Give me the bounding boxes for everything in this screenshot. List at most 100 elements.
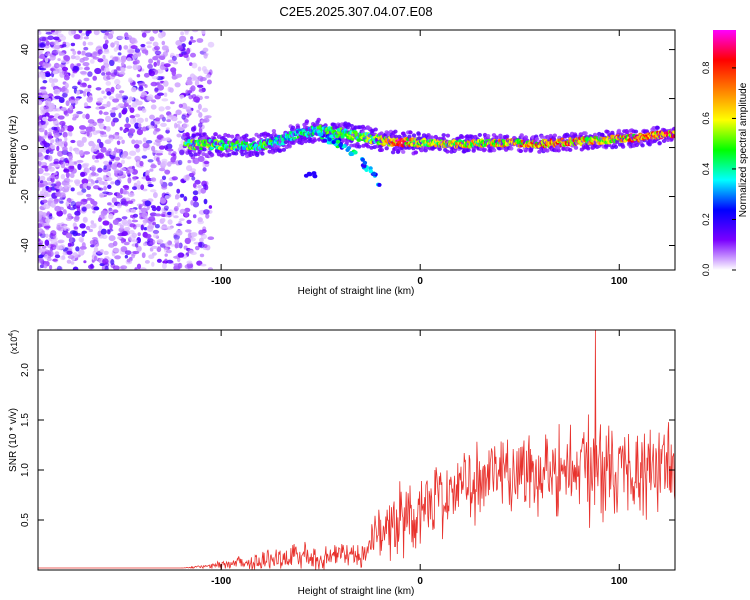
spectrogram-noise-blob	[85, 127, 93, 133]
spectrogram-noise-blob	[51, 82, 55, 88]
spectrogram-branch-blob	[377, 182, 382, 187]
spectrogram-noise-blob	[67, 255, 75, 259]
spectrogram-noise-blob	[126, 65, 133, 69]
spectrogram-noise-blob	[77, 81, 81, 85]
spectrogram-noise-blob	[179, 94, 185, 99]
spectrogram-noise-blob	[113, 69, 118, 76]
spectrogram-noise-blob	[158, 145, 165, 150]
spectrogram-noise-blob	[56, 210, 64, 217]
y-tick-label: 0	[20, 144, 31, 150]
spectrogram-noise-blob	[113, 169, 120, 174]
spectrogram-noise-blob	[180, 193, 185, 198]
spectrogram-noise-blob	[132, 186, 138, 191]
spectrogram-noise-blob	[144, 30, 151, 34]
spectrogram-noise-blob	[76, 191, 84, 196]
spectrogram-noise-blob	[198, 88, 205, 93]
spectrogram-noise-blob	[183, 174, 191, 182]
spectrogram-noise-blob	[126, 258, 131, 263]
spectrogram-noise-blob	[207, 41, 215, 48]
spectrogram-noise-blob	[85, 193, 92, 198]
spectrogram-noise-blob	[69, 165, 75, 169]
spectrogram-noise-blob	[113, 40, 120, 45]
spectrogram-noise-blob	[85, 225, 91, 231]
spectrogram-noise-blob	[124, 254, 129, 259]
spectrogram-noise-blob	[124, 226, 131, 231]
spectrogram-y-ticks: -40 -20 0 20 40	[20, 44, 675, 253]
spectrogram-noise-blob	[50, 139, 55, 144]
spectrogram-noise-blob	[52, 258, 58, 262]
spectrogram-noise-blob	[140, 184, 145, 191]
spectrogram-noise-blob	[102, 191, 110, 195]
spectrogram-noise-blob	[56, 145, 60, 152]
spectrogram-noise-blob	[62, 209, 67, 215]
spectrogram-noise-blob	[187, 90, 193, 94]
spectrogram-noise-blob	[58, 97, 65, 103]
y-tick-label: 1.5	[20, 413, 31, 427]
spectrogram-noise-blob	[44, 57, 49, 63]
colorbar-tick-label: 0.2	[701, 213, 711, 226]
spectrogram-noise-blob	[74, 55, 81, 61]
spectrogram-noise-blob	[128, 78, 134, 83]
spectrogram-noise-blob	[108, 138, 114, 142]
spectrogram-noise-blob	[101, 72, 106, 76]
spectrogram-noise-blob	[97, 58, 104, 63]
spectrogram-noise-blob	[87, 84, 92, 89]
spectrogram-noise-blob	[153, 61, 157, 67]
spectrogram-noise-blob	[135, 242, 139, 248]
spectrogram-noise-blob	[109, 109, 116, 113]
spectrogram-signal-halo	[204, 153, 209, 158]
spectrogram-noise-blob	[166, 259, 174, 264]
spectrogram-noise-blob	[130, 87, 137, 93]
spectrogram-noise-blob	[69, 100, 76, 104]
spectrogram-noise-blob	[68, 30, 74, 36]
spectrogram-noise-blob	[186, 260, 193, 265]
spectrogram-noise-blob	[105, 30, 113, 33]
spectrogram-noise-blob	[202, 118, 210, 123]
spectrogram-noise-blob	[55, 181, 62, 187]
spectrogram-signal-halo	[255, 151, 260, 156]
spectrogram-noise-blob	[192, 157, 200, 165]
spectrogram-signal-halo	[633, 129, 639, 134]
spectrogram-noise-blob	[179, 35, 187, 43]
spectrogram-noise-blob	[134, 48, 141, 53]
spectrogram-noise-blob	[38, 30, 42, 36]
spectrogram-noise-blob	[178, 103, 183, 108]
spectrogram-signal-halo	[460, 135, 465, 140]
spectrogram-noise-blob	[146, 45, 152, 49]
spectrogram-signal-halo	[304, 119, 310, 124]
spectrogram-noise-blob	[90, 220, 95, 225]
spectrogram-signal-halo	[477, 133, 482, 137]
spectrogram-noise-blob	[129, 150, 137, 156]
spectrogram-noise-blob	[190, 36, 194, 40]
spectrogram-noise-blob	[40, 72, 46, 78]
spectrogram-noise-blob	[56, 245, 63, 250]
spectrogram-noise-blob	[50, 176, 55, 183]
spectrogram-noise-blob	[198, 122, 203, 128]
spectrogram-noise-blob	[69, 105, 73, 111]
spectrogram-signal-halo	[471, 148, 476, 153]
spectrogram-noise-blob	[109, 55, 114, 59]
spectrogram-noise-blob	[92, 56, 100, 60]
spectrogram-noise-blob	[69, 161, 75, 167]
spectrogram-noise-blob	[70, 187, 75, 192]
spectrogram-signal-halo	[349, 143, 354, 148]
spectrogram-noise-blob	[97, 119, 104, 124]
spectrogram-noise-blob	[110, 42, 115, 48]
snr-series-line	[38, 330, 675, 570]
spectrogram-noise-blob	[54, 41, 60, 46]
spectrogram-noise-blob	[124, 250, 132, 256]
spectrogram-noise-blob	[70, 201, 77, 207]
spectrogram-noise-blob	[156, 68, 164, 74]
spectrogram-noise-blob	[170, 156, 176, 163]
spectrogram-noise-blob	[158, 55, 166, 60]
spectrogram-noise-blob	[111, 156, 115, 162]
spectrogram-noise-blob	[54, 45, 58, 50]
spectrogram-noise-blob	[65, 100, 70, 107]
spectrogram-branch-blob	[318, 132, 324, 137]
spectrogram-noise-blob	[110, 209, 114, 213]
spectrogram-noise-blob	[59, 187, 64, 191]
spectrogram-noise-blob	[175, 54, 180, 58]
spectrogram-noise-blob	[154, 87, 159, 92]
spectrogram-branch-blob	[338, 143, 343, 148]
spectrogram-noise-blob	[175, 229, 183, 236]
